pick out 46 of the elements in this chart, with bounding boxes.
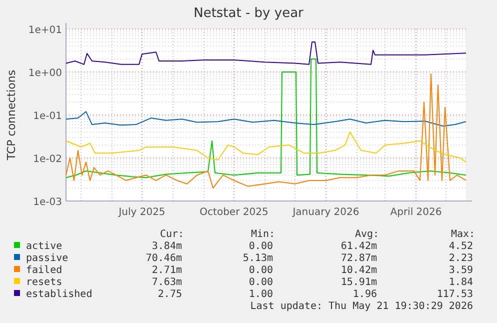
y-axis-title: TCP connections: [5, 70, 18, 162]
text: 3.59: [448, 265, 473, 276]
legend-label: established: [26, 289, 92, 300]
text: 72.87m: [340, 253, 377, 264]
text: 117.53: [436, 289, 473, 300]
y-tick-label: 1e+00: [28, 68, 62, 79]
text: 2.71m: [152, 265, 182, 276]
text: 0.00: [248, 241, 273, 252]
text: 1.84: [448, 277, 473, 288]
line-series: [66, 73, 466, 189]
legend-label: active: [26, 241, 62, 252]
text: 5.13m: [242, 253, 273, 264]
text: 3.84m: [152, 241, 182, 252]
text: 7.63m: [152, 277, 182, 288]
text: Max:: [450, 229, 476, 240]
text: 4.52: [448, 241, 473, 252]
text: 15.91m: [340, 277, 377, 288]
y-tick-label: 1e-01: [33, 111, 62, 122]
text: 2.75: [158, 289, 182, 300]
x-tick-label: April 2026: [390, 207, 442, 218]
text: 2.23: [448, 253, 473, 264]
legend-label: resets: [26, 277, 62, 288]
text: Cur:: [160, 229, 184, 240]
text: Min:: [250, 229, 276, 240]
text: 0.00: [248, 265, 273, 276]
text: 10.42m: [340, 265, 377, 276]
y-tick-label: 1e+01: [28, 25, 62, 36]
legend-label: failed: [26, 265, 62, 276]
text: 70.46m: [146, 253, 182, 264]
legend-label: passive: [26, 253, 68, 264]
line-series: [66, 41, 466, 65]
line-series: [66, 111, 466, 127]
text: 61.42m: [340, 241, 377, 252]
text: Last update: Thu May 21 19:30:29 2026: [250, 301, 473, 312]
chart-title: Netstat - by year: [194, 6, 304, 21]
text: 1.96: [352, 289, 377, 300]
text: Avg:: [354, 229, 380, 240]
text: 0.00: [248, 277, 273, 288]
x-tick-label: January 2026: [292, 207, 360, 218]
line-series: [66, 132, 466, 163]
x-tick-label: July 2025: [118, 207, 166, 218]
text: 1.00: [248, 289, 273, 300]
line-series: [66, 58, 466, 178]
x-tick-label: October 2025: [200, 207, 268, 218]
y-tick-label: 1e-02: [33, 154, 62, 165]
y-tick-label: 1e-03: [33, 197, 62, 208]
